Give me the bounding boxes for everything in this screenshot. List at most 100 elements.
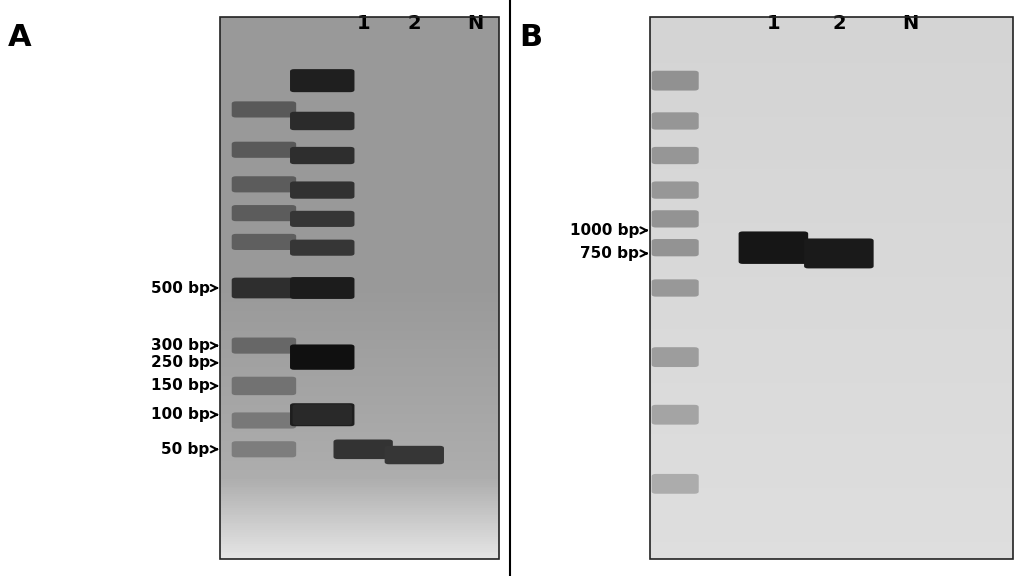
Bar bbox=[220, 266, 499, 268]
Bar bbox=[650, 39, 1013, 41]
Bar bbox=[650, 445, 1013, 448]
Bar bbox=[650, 275, 1013, 277]
Bar bbox=[220, 48, 499, 50]
Bar bbox=[220, 113, 499, 115]
Bar bbox=[220, 243, 499, 245]
Bar bbox=[220, 283, 499, 285]
Bar bbox=[650, 439, 1013, 442]
Bar bbox=[220, 458, 499, 460]
Bar bbox=[220, 115, 499, 116]
Bar bbox=[650, 123, 1013, 126]
FancyBboxPatch shape bbox=[231, 101, 297, 118]
Bar bbox=[220, 304, 499, 306]
Bar bbox=[220, 337, 499, 339]
Bar bbox=[220, 522, 499, 524]
Bar bbox=[650, 147, 1013, 150]
Bar bbox=[650, 545, 1013, 548]
Text: 300 bp: 300 bp bbox=[150, 338, 217, 353]
Bar bbox=[650, 31, 1013, 33]
Bar bbox=[220, 226, 499, 229]
Bar bbox=[220, 124, 499, 126]
FancyBboxPatch shape bbox=[652, 347, 699, 367]
Bar bbox=[220, 50, 499, 52]
Bar bbox=[650, 434, 1013, 437]
Bar bbox=[220, 447, 499, 449]
Bar bbox=[650, 212, 1013, 215]
Text: 750 bp: 750 bp bbox=[580, 246, 647, 261]
Bar bbox=[650, 339, 1013, 342]
Bar bbox=[220, 162, 499, 164]
Bar bbox=[650, 41, 1013, 44]
Bar bbox=[650, 191, 1013, 194]
Bar bbox=[220, 524, 499, 526]
Bar bbox=[220, 149, 499, 151]
Bar bbox=[220, 369, 499, 371]
Bar bbox=[220, 485, 499, 487]
Bar bbox=[220, 358, 499, 360]
Bar bbox=[650, 399, 1013, 401]
Bar bbox=[220, 544, 499, 546]
Bar bbox=[650, 486, 1013, 488]
Bar bbox=[220, 436, 499, 438]
Bar bbox=[220, 108, 499, 109]
Bar bbox=[220, 449, 499, 450]
Bar bbox=[650, 112, 1013, 115]
Bar bbox=[650, 366, 1013, 369]
Bar bbox=[220, 366, 499, 367]
Bar bbox=[650, 513, 1013, 516]
Bar bbox=[220, 398, 499, 400]
Bar bbox=[650, 25, 1013, 28]
FancyBboxPatch shape bbox=[231, 176, 297, 192]
Bar bbox=[650, 448, 1013, 450]
Bar bbox=[220, 293, 499, 295]
Bar bbox=[650, 166, 1013, 169]
Bar bbox=[650, 442, 1013, 445]
Bar bbox=[220, 400, 499, 401]
Bar bbox=[220, 297, 499, 299]
Bar bbox=[220, 230, 499, 232]
Bar bbox=[220, 81, 499, 82]
Bar bbox=[650, 524, 1013, 526]
Bar bbox=[650, 231, 1013, 234]
Bar bbox=[220, 414, 499, 416]
Bar bbox=[650, 551, 1013, 554]
Bar bbox=[650, 353, 1013, 355]
Bar bbox=[220, 98, 499, 100]
Bar bbox=[650, 177, 1013, 180]
Bar bbox=[650, 60, 1013, 63]
FancyBboxPatch shape bbox=[652, 181, 699, 199]
Bar bbox=[650, 554, 1013, 556]
Bar bbox=[220, 528, 499, 530]
Bar bbox=[220, 364, 499, 366]
Bar bbox=[650, 475, 1013, 478]
Bar bbox=[650, 418, 1013, 420]
Bar bbox=[220, 122, 499, 124]
Bar bbox=[650, 256, 1013, 258]
Bar bbox=[650, 210, 1013, 212]
Bar bbox=[220, 551, 499, 554]
Bar bbox=[220, 17, 499, 559]
Bar bbox=[650, 331, 1013, 334]
Bar bbox=[650, 334, 1013, 337]
Bar bbox=[220, 546, 499, 548]
Bar bbox=[220, 373, 499, 374]
Bar bbox=[220, 127, 499, 129]
Bar bbox=[650, 17, 1013, 20]
Bar bbox=[650, 229, 1013, 231]
Bar bbox=[650, 28, 1013, 31]
Bar bbox=[650, 63, 1013, 66]
FancyBboxPatch shape bbox=[652, 239, 699, 256]
Bar bbox=[220, 30, 499, 32]
Bar bbox=[220, 261, 499, 263]
Bar bbox=[220, 156, 499, 158]
Bar bbox=[220, 533, 499, 535]
Bar bbox=[220, 145, 499, 147]
FancyBboxPatch shape bbox=[231, 234, 297, 250]
Text: 2: 2 bbox=[407, 14, 421, 33]
Bar bbox=[220, 264, 499, 266]
Bar bbox=[650, 44, 1013, 47]
Bar bbox=[650, 126, 1013, 128]
Bar bbox=[220, 140, 499, 142]
Bar bbox=[650, 431, 1013, 434]
Bar bbox=[220, 347, 499, 350]
